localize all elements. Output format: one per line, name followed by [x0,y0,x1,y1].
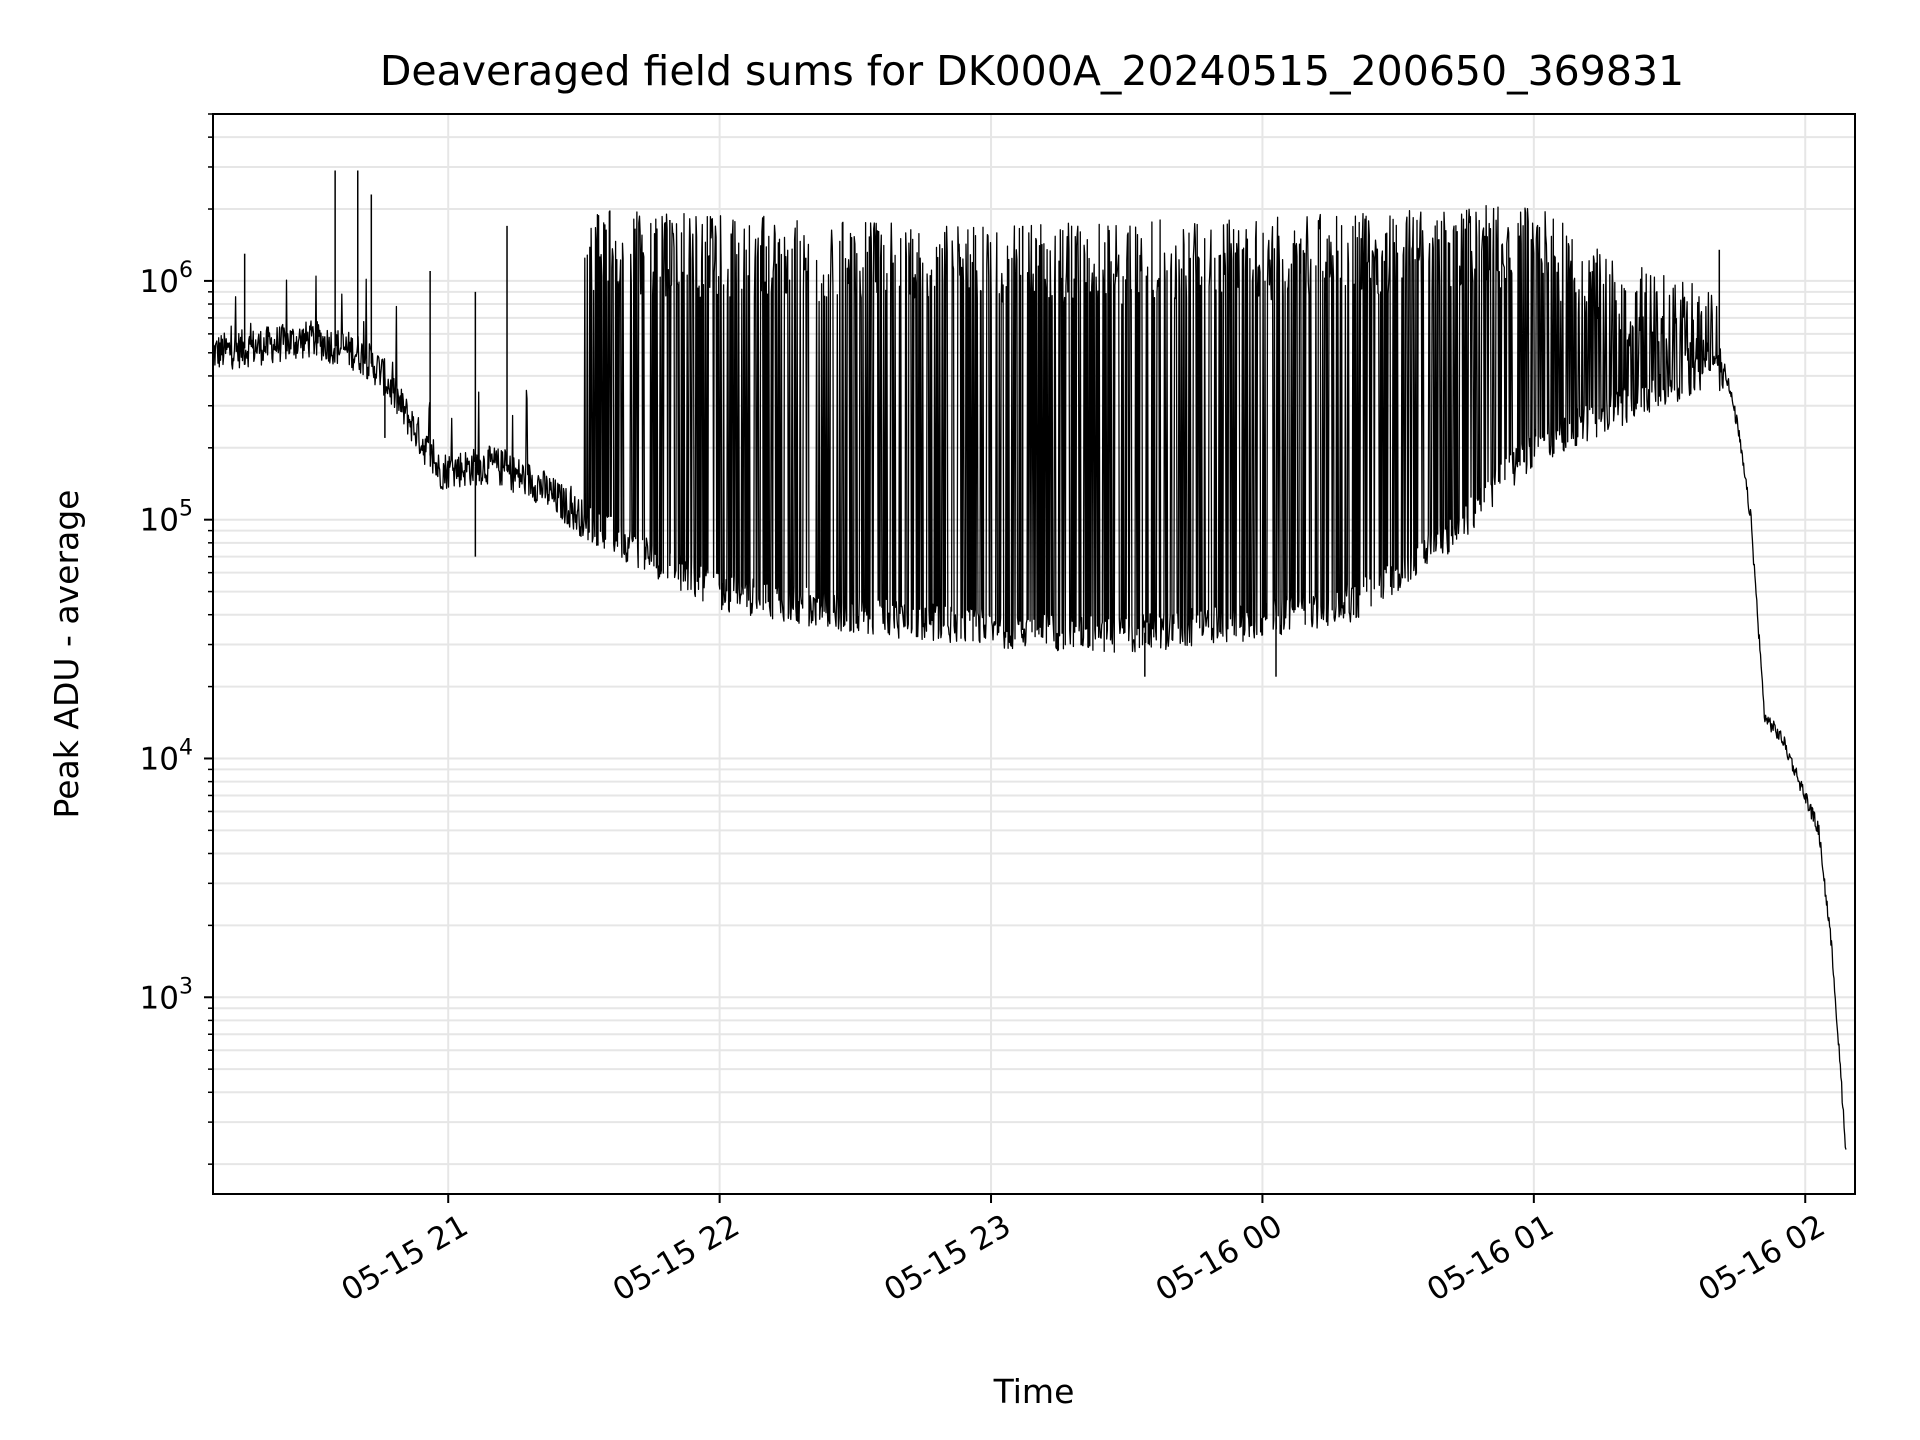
x-axis-title: Time [993,1372,1075,1411]
data-series [212,170,1847,1150]
y-tick-label: 106 [140,258,193,300]
series-line [212,205,1847,1150]
chart-title: Deaveraged field sums for DK000A_2024051… [380,47,1684,95]
y-tick-label: 103 [140,974,193,1016]
y-axis-ticks: 103 104 105 106 [140,113,213,1165]
y-axis-title: Peak ADU - average [47,490,86,819]
y-tick-label: 105 [140,497,193,539]
y-tick-label: 104 [140,735,193,777]
plot-frame [212,113,1856,1195]
